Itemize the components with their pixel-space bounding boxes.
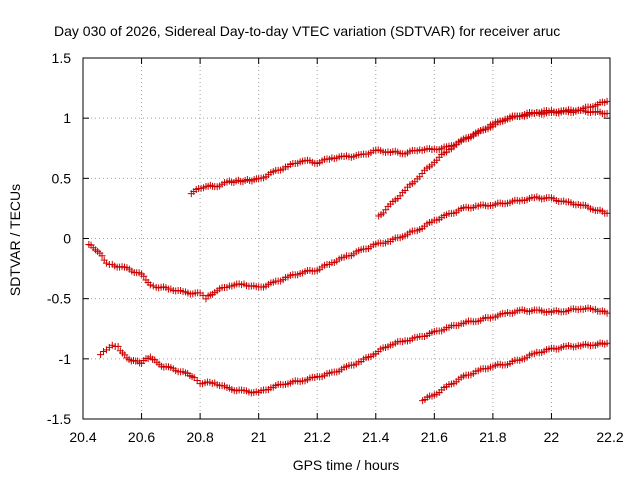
- series-track-e: [419, 339, 611, 405]
- y-tick-label: 1.5: [52, 50, 72, 66]
- y-axis-label: SDTVAR / TECUs: [7, 184, 23, 296]
- data-point: [199, 291, 207, 299]
- data-point: [603, 109, 611, 117]
- chart-title: Day 030 of 2026, Sidereal Day-to-day VTE…: [54, 23, 560, 39]
- data-point: [97, 351, 105, 359]
- data-point: [603, 209, 611, 217]
- x-axis-label: GPS time / hours: [293, 457, 400, 473]
- y-tick-label: -1: [59, 351, 72, 367]
- x-tick-label: 21.6: [421, 429, 448, 445]
- series-track-c: [85, 193, 611, 303]
- y-tick-label: 0: [63, 231, 71, 247]
- x-tick-label: 21.8: [479, 429, 506, 445]
- data-point: [146, 281, 154, 289]
- x-tick-label: 21.4: [362, 429, 389, 445]
- y-tick-label: -1.5: [47, 411, 71, 427]
- data-point: [603, 97, 611, 105]
- y-tick-label: -0.5: [47, 291, 71, 307]
- grid-lines: [83, 58, 610, 419]
- series-track-b: [375, 106, 611, 220]
- x-tick-label: 20.8: [186, 429, 213, 445]
- axis-ticks: 1.5 1 0.5 0 -0.5 -1 -1.5 20.4 20.6 20.8 21 21.2 21.4…: [47, 50, 624, 445]
- data-point: [190, 374, 198, 382]
- data-point: [98, 252, 106, 260]
- data-point: [193, 376, 201, 384]
- x-tick-label: 22: [544, 429, 560, 445]
- series-track-d: [97, 304, 611, 397]
- x-tick-label: 20.6: [128, 429, 155, 445]
- data-point: [102, 259, 110, 267]
- series-track-a: [187, 97, 611, 198]
- data-point: [108, 341, 116, 349]
- data-point: [140, 272, 148, 280]
- data-series: [85, 97, 611, 405]
- data-point: [603, 309, 611, 317]
- y-tick-label: 1: [63, 110, 71, 126]
- x-tick-label: 21.2: [304, 429, 331, 445]
- data-point: [114, 342, 122, 350]
- x-tick-label: 20.4: [69, 429, 96, 445]
- data-point: [149, 282, 157, 290]
- y-tick-label: 0.5: [52, 170, 72, 186]
- data-point: [603, 339, 611, 347]
- x-tick-label: 22.2: [596, 429, 623, 445]
- data-point: [99, 348, 107, 356]
- x-tick-label: 21: [251, 429, 267, 445]
